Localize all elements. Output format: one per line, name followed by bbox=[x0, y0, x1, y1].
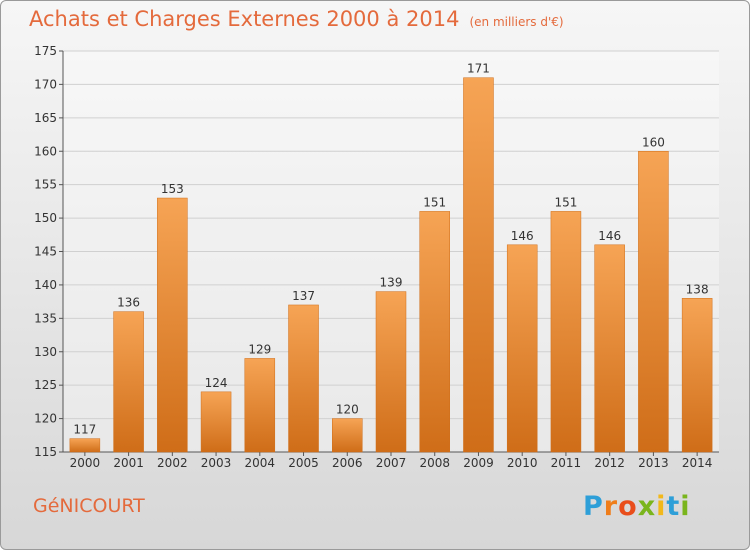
data-label-2002: 153 bbox=[161, 182, 184, 196]
bar-2013 bbox=[638, 151, 669, 453]
x-tick-label-2009: 2009 bbox=[463, 456, 494, 470]
x-tick-label-2008: 2008 bbox=[419, 456, 450, 470]
chart-subtitle: (en milliers d'€) bbox=[469, 15, 564, 29]
bar-2005 bbox=[288, 304, 319, 453]
data-label-2004: 129 bbox=[248, 342, 271, 356]
x-tick-label-2011: 2011 bbox=[551, 456, 582, 470]
data-label-2014: 138 bbox=[686, 282, 709, 296]
y-tick-label: 120 bbox=[34, 412, 57, 426]
bar-2011 bbox=[550, 211, 582, 453]
y-tick-label: 170 bbox=[34, 77, 57, 91]
data-label-2008: 151 bbox=[423, 195, 446, 209]
bar-2014 bbox=[681, 298, 713, 453]
data-label-2005: 137 bbox=[292, 289, 315, 303]
data-label-2012: 146 bbox=[598, 229, 621, 243]
logo-letter: x bbox=[637, 491, 657, 522]
y-tick-label: 140 bbox=[34, 278, 57, 292]
logo-letter: o bbox=[618, 491, 638, 522]
logo-letter: r bbox=[603, 491, 619, 522]
bar-2008 bbox=[419, 211, 450, 453]
bar-2012 bbox=[594, 244, 625, 453]
x-tick-label-2003: 2003 bbox=[201, 456, 232, 470]
labels: 115 120 125 130 135 140 145 150 155 160 165 170 175 1… bbox=[34, 44, 712, 470]
y-tick-label: 130 bbox=[34, 345, 57, 359]
data-label-2007: 139 bbox=[380, 276, 403, 290]
bar-2002 bbox=[157, 197, 188, 453]
data-label-2000: 117 bbox=[73, 423, 96, 437]
y-tick-label: 160 bbox=[34, 144, 57, 158]
x-tick-label-2000: 2000 bbox=[70, 456, 101, 470]
x-tick-label-2013: 2013 bbox=[638, 456, 669, 470]
x-tick-label-2012: 2012 bbox=[594, 456, 625, 470]
bar-2001 bbox=[113, 311, 144, 453]
logo-letter: t bbox=[666, 491, 681, 522]
chart-title: Achats et Charges Externes 2000 à 2014 (e… bbox=[29, 7, 564, 31]
x-tick-label-2002: 2002 bbox=[157, 456, 188, 470]
bar-2010 bbox=[506, 244, 538, 453]
bars bbox=[69, 77, 713, 453]
bar-2003 bbox=[200, 391, 232, 453]
x-tick-label-2014: 2014 bbox=[682, 456, 713, 470]
bar-2004 bbox=[244, 358, 276, 453]
data-label-2006: 120 bbox=[336, 403, 359, 417]
y-tick-label: 155 bbox=[34, 178, 57, 192]
data-label-2013: 160 bbox=[642, 135, 665, 149]
bar-2000 bbox=[69, 438, 101, 453]
y-tick-label: 150 bbox=[34, 211, 57, 225]
data-label-2001: 136 bbox=[117, 296, 140, 310]
data-label-2011: 151 bbox=[554, 195, 577, 209]
x-tick-label-2004: 2004 bbox=[245, 456, 276, 470]
y-tick-label: 165 bbox=[34, 111, 57, 125]
bar-2009 bbox=[463, 77, 494, 453]
y-tick-label: 115 bbox=[34, 445, 57, 459]
data-label-2010: 146 bbox=[511, 229, 534, 243]
logo-letter: i bbox=[680, 491, 691, 522]
bar-2007 bbox=[375, 291, 407, 453]
chart-title-text: Achats et Charges Externes 2000 à 2014 bbox=[29, 7, 460, 31]
y-tick-label: 145 bbox=[34, 245, 57, 259]
proxiti-logo: Proxiti bbox=[583, 491, 691, 522]
bar-2006 bbox=[332, 418, 363, 453]
logo-letter: i bbox=[656, 491, 667, 522]
y-tick-label: 135 bbox=[34, 311, 57, 325]
logo-letter: P bbox=[583, 491, 604, 522]
x-tick-label-2005: 2005 bbox=[288, 456, 319, 470]
x-tick-label-2006: 2006 bbox=[332, 456, 363, 470]
data-label-2009: 171 bbox=[467, 62, 490, 76]
data-label-2003: 124 bbox=[205, 376, 228, 390]
x-tick-label-2007: 2007 bbox=[376, 456, 407, 470]
x-tick-label-2010: 2010 bbox=[507, 456, 538, 470]
y-tick-label: 175 bbox=[34, 44, 57, 58]
place-name: GéNICOURT bbox=[33, 495, 145, 517]
y-tick-label: 125 bbox=[34, 378, 57, 392]
x-tick-label-2001: 2001 bbox=[113, 456, 144, 470]
